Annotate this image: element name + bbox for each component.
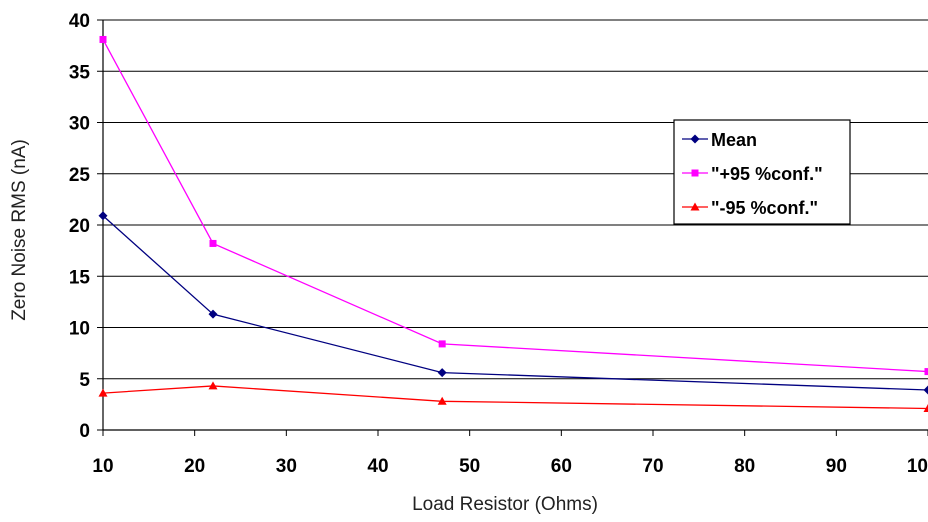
x-tick-label: 50 [459, 456, 480, 477]
legend-marker [691, 169, 699, 177]
x-tick-label: 10 [92, 456, 113, 477]
series-2 [98, 381, 928, 412]
y-tick-label: 10 [69, 319, 90, 340]
data-point [99, 35, 107, 43]
axes [97, 19, 928, 436]
x-tick-label: 30 [276, 456, 297, 477]
data-point [923, 385, 928, 395]
legend-label: "+95 %conf." [711, 164, 823, 184]
data-point [437, 368, 447, 378]
data-point [208, 381, 218, 390]
data-point [209, 239, 217, 247]
y-tick-label: 30 [69, 114, 90, 135]
data-point [438, 340, 446, 348]
data-point [437, 396, 447, 405]
x-tick-label: 80 [734, 456, 755, 477]
y-axis-title: Zero Noise RMS (nA) [9, 139, 30, 321]
legend-label: "-95 %conf." [711, 198, 818, 218]
data-point [924, 368, 928, 376]
data-point [923, 403, 928, 412]
x-tick-label: 70 [642, 456, 663, 477]
y-tick-label: 20 [69, 216, 90, 237]
gridlines [103, 19, 928, 380]
y-tick-label: 0 [79, 421, 90, 442]
x-tick-label: 90 [826, 456, 847, 477]
legend: Mean "+95 %conf." "-95 %conf." [673, 119, 851, 225]
legend-marker [690, 134, 700, 144]
legend-marker [690, 202, 700, 211]
series-line [102, 215, 928, 391]
series-line [102, 385, 928, 410]
legend-label: Mean [711, 130, 757, 150]
y-tick-label: 25 [69, 165, 91, 186]
data-point [208, 309, 218, 319]
y-tick-label: 40 [69, 11, 90, 32]
data-point [98, 388, 108, 397]
x-tick-label: 60 [551, 456, 572, 477]
x-tick-label: 10 [907, 456, 928, 477]
y-tick-labels: 0 5 10 15 20 25 30 35 40 [69, 11, 91, 442]
y-tick-label: 5 [79, 370, 90, 391]
x-axis-title: Load Resistor (Ohms) [412, 494, 598, 515]
series-layer [98, 35, 928, 412]
x-tick-label: 40 [367, 456, 388, 477]
series-1 [99, 35, 928, 376]
y-tick-label: 15 [69, 267, 91, 288]
x-tick-label: 20 [184, 456, 205, 477]
x-tick-labels: 10 20 30 40 50 60 70 80 90 10 [92, 456, 928, 477]
series-line [102, 39, 928, 373]
data-point [98, 211, 108, 221]
series-0 [98, 211, 928, 395]
y-tick-label: 35 [69, 62, 91, 83]
